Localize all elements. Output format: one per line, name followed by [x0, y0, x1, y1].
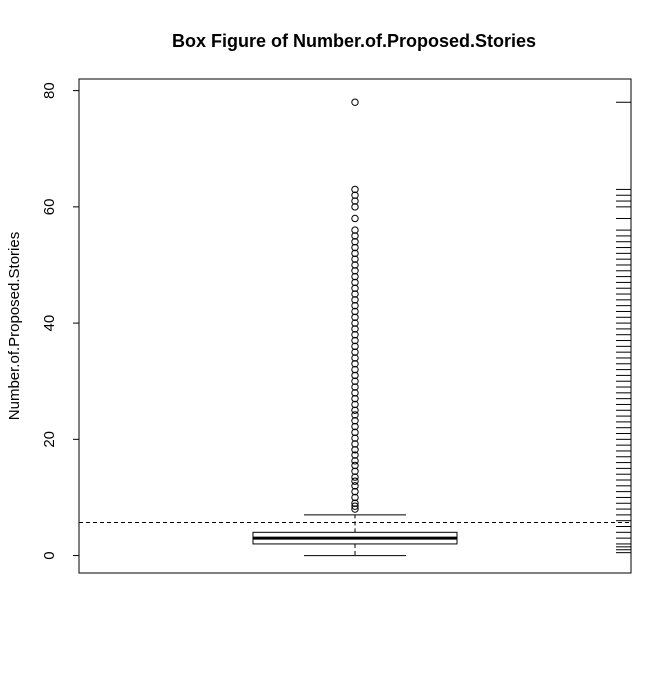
outlier-point — [351, 348, 359, 356]
outlier-point — [351, 342, 359, 351]
outlier-points — [351, 98, 359, 513]
outlier-point — [351, 487, 359, 496]
outlier-point — [351, 365, 359, 374]
y-tick-label: 0 — [41, 551, 58, 559]
outlier-point — [351, 411, 359, 419]
y-tick-label: 80 — [41, 82, 58, 99]
y-tick-label: 20 — [41, 431, 58, 448]
outlier-point — [351, 296, 359, 304]
outlier-point — [351, 505, 359, 513]
chart-title: Box Figure of Number.of.Proposed.Stories — [172, 31, 536, 51]
outlier-point — [351, 238, 359, 246]
outlier-point — [351, 461, 359, 470]
outlier-point — [351, 499, 359, 507]
outlier-point — [351, 272, 359, 281]
outlier-point — [351, 406, 359, 414]
outlier-point — [351, 185, 359, 194]
outlier-point — [351, 319, 359, 327]
outlier-point — [351, 267, 359, 275]
outlier-point — [351, 232, 359, 240]
outlier-point — [351, 482, 359, 490]
outlier-point — [351, 290, 359, 298]
outlier-point — [351, 278, 359, 287]
outlier-point — [351, 98, 359, 106]
outlier-point — [351, 197, 359, 205]
outlier-point — [351, 493, 359, 502]
outlier-point — [351, 255, 359, 263]
outlier-point — [351, 502, 359, 510]
y-tick-label: 60 — [41, 199, 58, 216]
outlier-point — [351, 325, 359, 333]
outlier-point — [351, 203, 359, 211]
outlier-point — [351, 467, 359, 475]
outlier-point — [351, 261, 359, 269]
outlier-point — [351, 477, 359, 485]
outlier-point — [351, 249, 359, 258]
outlier-point — [351, 383, 359, 391]
outlier-point — [351, 457, 359, 465]
outlier-point — [351, 428, 359, 437]
outlier-point — [351, 394, 359, 403]
outlier-point — [351, 284, 359, 292]
outlier-point — [351, 336, 359, 345]
outlier-point — [351, 214, 359, 223]
outlier-point — [351, 422, 359, 431]
y-tick-label: 40 — [41, 315, 58, 332]
y-axis: 0 20 40 60 80 — [41, 82, 80, 560]
outlier-point — [351, 191, 359, 199]
outlier-point — [351, 446, 359, 454]
outlier-point — [351, 434, 359, 442]
boxplot — [79, 514, 631, 557]
outlier-point — [351, 451, 359, 459]
outlier-point — [351, 400, 359, 409]
outlier-point — [351, 440, 359, 448]
outlier-point — [351, 371, 359, 380]
outlier-point — [351, 354, 359, 362]
outlier-point — [351, 226, 359, 234]
outlier-point — [351, 473, 359, 481]
outlier-point — [351, 377, 359, 385]
outlier-point — [351, 307, 359, 316]
outlier-point — [351, 301, 359, 310]
outlier-point — [351, 331, 359, 339]
outlier-point — [351, 313, 359, 321]
outlier-point — [351, 243, 359, 252]
y-axis-label: Number.of.Proposed.Stories — [6, 232, 23, 420]
outlier-point — [351, 389, 359, 397]
outlier-point — [351, 360, 359, 368]
rug-marks — [616, 101, 631, 554]
outlier-point — [351, 417, 359, 425]
